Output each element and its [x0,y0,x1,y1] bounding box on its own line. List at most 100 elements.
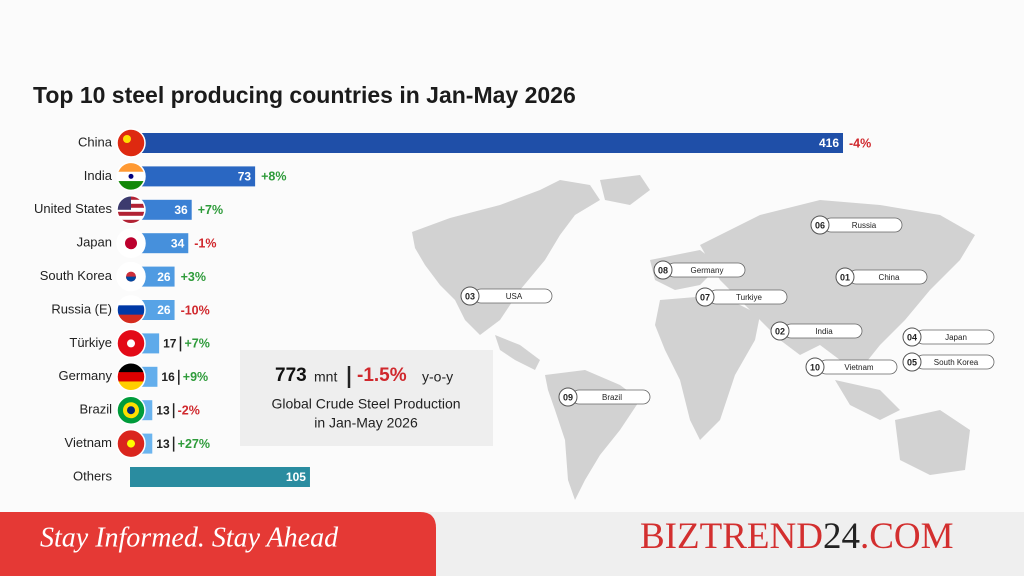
map-country: Brazil [602,393,622,402]
value-label: 17 [163,337,177,351]
category-label: Germany [59,368,113,383]
flag [117,296,145,324]
summary-caption: in Jan-May 2026 [314,415,418,431]
flag-stripe [117,215,145,221]
flag-emblem [127,339,135,348]
flag-emblem [127,406,135,415]
category-label: India [84,168,113,183]
category-label: Türkiye [69,335,112,350]
map-country: Germany [691,266,724,275]
change-label: +27% [178,437,210,451]
flag-border [116,128,146,158]
flag-stripe [117,162,145,173]
flag [117,229,145,258]
flag-border [116,228,146,258]
change-label: +8% [261,170,286,184]
value-label: 73 [238,170,252,184]
map-label: 07 Turkiye [695,287,788,307]
flag-stripe [117,129,145,157]
change-label: -10% [181,303,210,317]
summary-change-suffix: y-o-y [422,369,453,385]
map-country: South Korea [934,358,979,367]
flag [117,195,145,224]
map-rank-badge [902,327,922,347]
map-rank: 02 [775,326,785,336]
flag-border [116,362,146,392]
map-rank: 01 [840,272,850,282]
map-rank: 10 [810,362,820,372]
flag-stripe [117,314,145,324]
summary-unit: mnt [314,369,337,385]
map-country: Vietnam [844,363,874,372]
flag-stripe [117,372,145,382]
flag-emblem [126,276,136,282]
bar [130,166,256,187]
flag [117,362,145,391]
map-rank-badge [653,260,673,280]
value-label: 26 [157,270,171,284]
flag-stripe [117,362,145,373]
flag-border [116,328,146,359]
map-rank: 07 [700,292,710,302]
map-country: Russia [852,221,877,230]
map-country: China [879,273,900,282]
bar [130,199,192,220]
footer-tagline: Stay Informed. Stay Ahead [40,522,339,553]
map-rank: 08 [658,265,668,275]
map-label: 04 Japan [902,327,995,347]
flag-border [116,428,146,459]
category-label: Russia (E) [51,301,112,316]
flag-stripe [117,219,145,224]
flag-border [116,161,146,192]
flag [117,162,145,191]
map-label: 10 Vietnam [805,357,898,377]
map-rank-badge [805,357,825,377]
chart-title: Top 10 steel producing countries in Jan-… [33,82,576,108]
map-rank: 04 [907,332,917,342]
bar [130,133,843,153]
value-label: 13 [156,437,170,451]
brand-part: BIZTREND [640,516,823,557]
change-label: +7% [198,203,223,217]
brand-part: .COM [860,516,954,557]
category-label: Brazil [79,402,112,417]
category-label: Others [73,468,113,483]
map-rank: 03 [465,291,475,301]
change-label: -1% [194,236,216,250]
category-label: Vietnam [65,435,112,450]
map-label: 08 Germany [653,260,746,280]
map-rank-badge [558,387,578,407]
map-country: USA [506,292,523,301]
flag [117,396,145,425]
category-label: Japan [77,235,112,250]
flag [117,429,145,458]
flag-emblem [127,439,135,448]
map-country: Turkiye [736,293,762,302]
summary-value: 773 [275,365,307,386]
flag-stripe [117,305,145,316]
change-label: +7% [184,337,209,351]
summary-caption: Global Crude Steel Production [271,396,460,412]
flag-border [116,195,146,225]
value-label: 105 [286,470,306,484]
map-rank-badge [770,321,790,341]
flag [117,129,145,157]
map-label: 06 Russia [810,215,903,235]
flag [117,262,145,291]
map-country: Japan [945,333,967,342]
value-label: 416 [819,136,839,150]
change-label: -4% [849,136,871,150]
flag-border [116,261,146,292]
map-rank-badge [810,215,830,235]
flag-border [116,295,146,325]
map-rank: 09 [563,392,573,402]
flag-emblem [123,135,131,143]
flag [117,329,145,358]
category-label: China [78,134,113,149]
flag-border [116,395,146,425]
map-rank: 06 [815,220,825,230]
map-country: India [815,327,833,336]
flag-stripe [117,181,145,191]
brand-part: 24 [823,516,860,557]
flag-stripe [117,381,145,391]
